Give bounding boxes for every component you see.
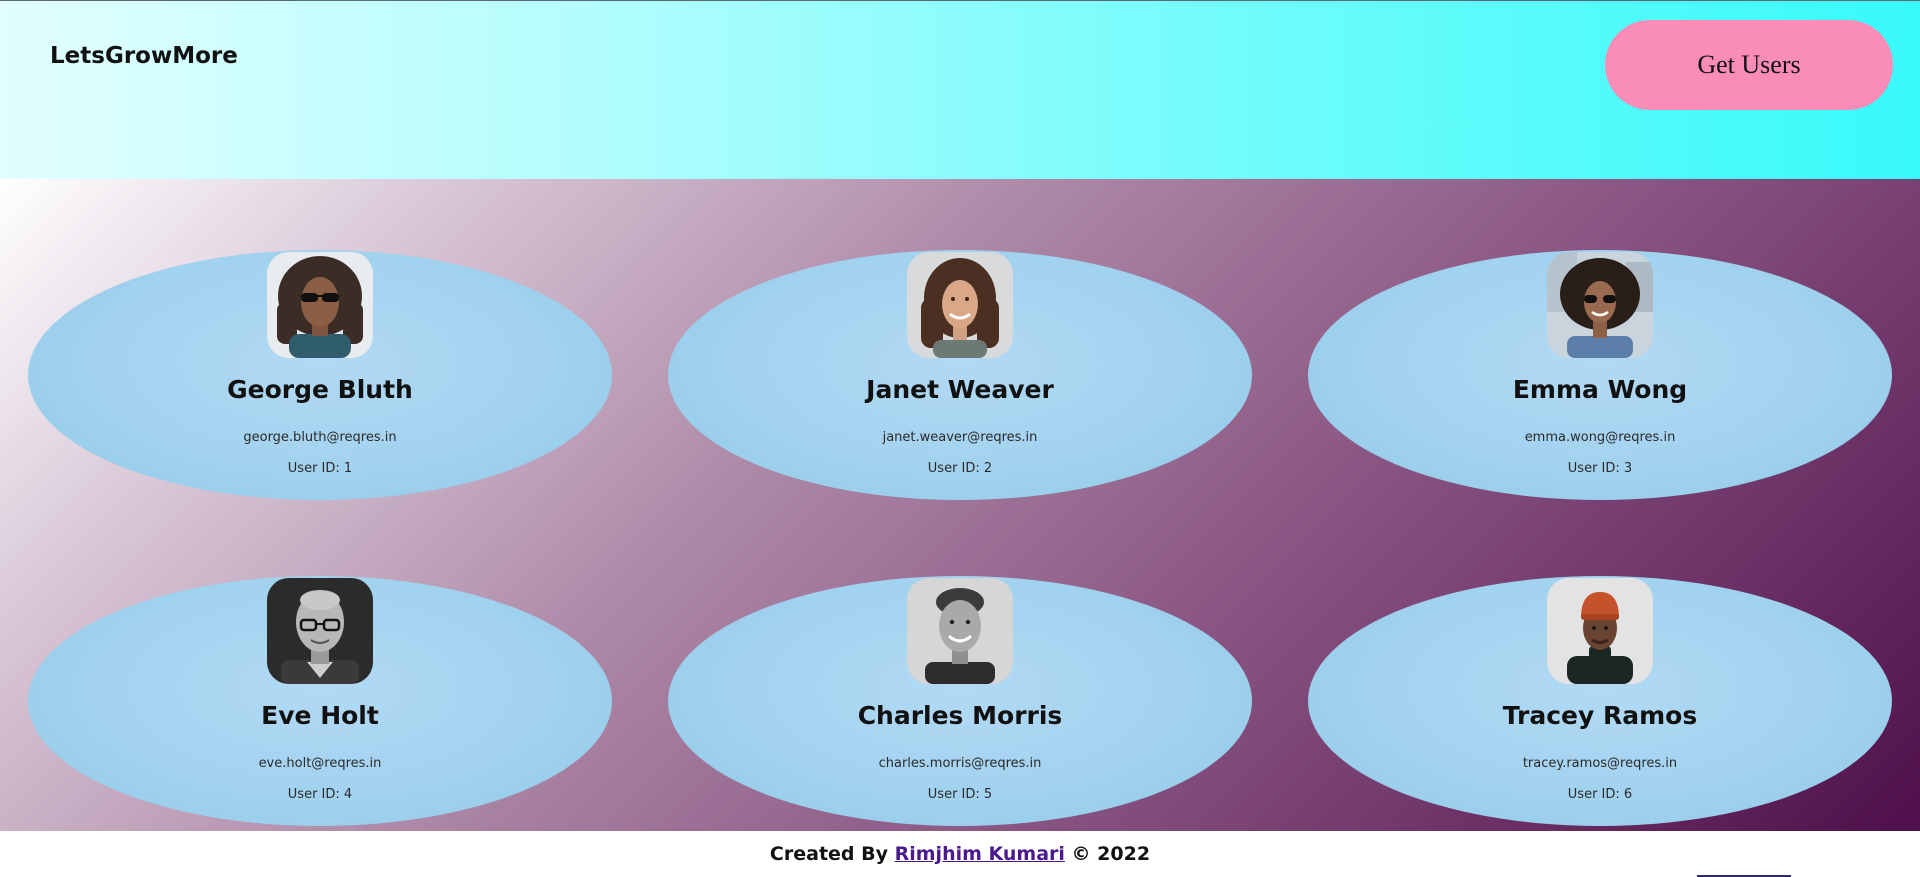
footer-prefix: Created By — [769, 843, 895, 865]
user-id: User ID: 5 — [927, 787, 993, 802]
user-id: User ID: 2 — [927, 461, 993, 476]
user-id: User ID: 4 — [287, 787, 353, 802]
footer-suffix: © 2022 — [1064, 843, 1151, 865]
user-name: Charles Morris — [857, 701, 1063, 730]
user-avatar — [907, 578, 1013, 684]
user-email: george.bluth@reqres.in — [243, 430, 397, 445]
user-email: janet.weaver@reqres.in — [882, 430, 1038, 445]
user-card: Emma Wong emma.wong@reqres.in User ID: 3 — [1308, 250, 1892, 500]
user-avatar — [1547, 252, 1653, 358]
user-card: Janet Weaver janet.weaver@reqres.in User… — [668, 250, 1252, 500]
user-id: User ID: 3 — [1567, 461, 1633, 476]
top-navbar: LetsGrowMore Get Users — [0, 0, 1920, 179]
user-name: George Bluth — [227, 375, 413, 404]
user-avatar — [267, 252, 373, 358]
brand-logo: LetsGrowMore — [50, 43, 238, 69]
user-email: emma.wong@reqres.in — [1524, 430, 1676, 445]
footer: Created By Rimjhim Kumari © 2022 — [0, 831, 1920, 877]
user-grid: George Bluth george.bluth@reqres.in User… — [0, 179, 1920, 831]
user-name: Tracey Ramos — [1502, 701, 1698, 730]
footer-divider — [1697, 875, 1791, 877]
user-email: eve.holt@reqres.in — [258, 756, 382, 771]
user-card: George Bluth george.bluth@reqres.in User… — [28, 250, 612, 500]
user-id: User ID: 1 — [287, 461, 353, 476]
user-card: Tracey Ramos tracey.ramos@reqres.in User… — [1308, 576, 1892, 826]
user-card: Eve Holt eve.holt@reqres.in User ID: 4 — [28, 576, 612, 826]
get-users-button[interactable]: Get Users — [1605, 20, 1893, 110]
user-id: User ID: 6 — [1567, 787, 1633, 802]
author-link[interactable]: Rimjhim Kumari — [894, 843, 1065, 865]
user-avatar — [267, 578, 373, 684]
user-avatar — [1547, 578, 1653, 684]
footer-credit: Created By Rimjhim Kumari © 2022 — [0, 843, 1920, 865]
user-card: Charles Morris charles.morris@reqres.in … — [668, 576, 1252, 826]
user-avatar — [907, 252, 1013, 358]
user-name: Janet Weaver — [866, 375, 1054, 404]
user-name: Emma Wong — [1512, 375, 1688, 404]
user-name: Eve Holt — [261, 701, 379, 730]
user-email: charles.morris@reqres.in — [878, 756, 1042, 771]
user-email: tracey.ramos@reqres.in — [1522, 756, 1678, 771]
